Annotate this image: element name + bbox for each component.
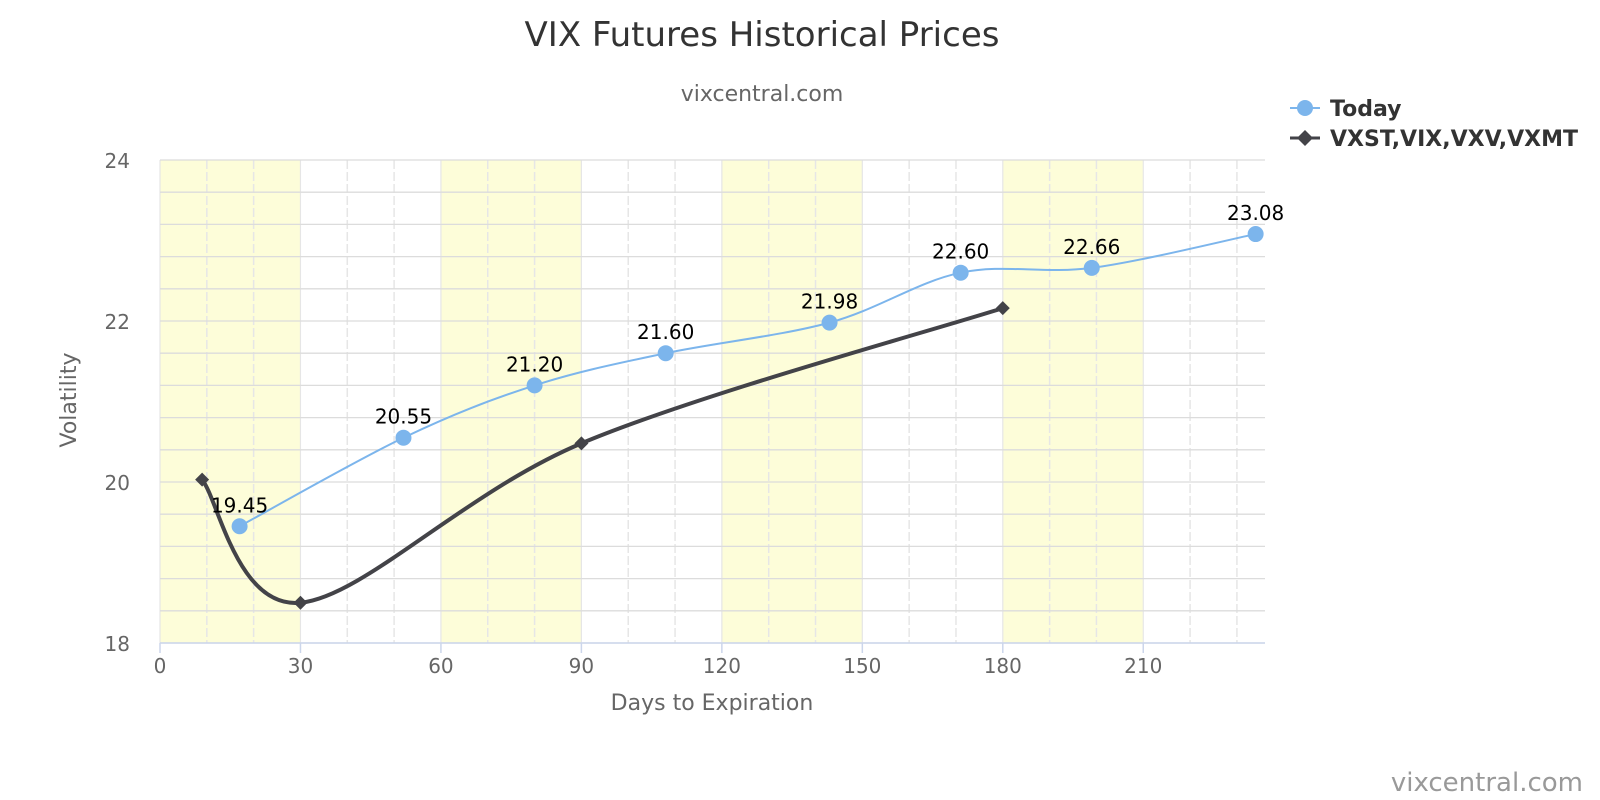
legend: Today VXST,VIX,VXV,VXMT (1290, 97, 1578, 152)
x-tick-label: 120 (703, 654, 741, 678)
data-label: 22.60 (932, 240, 989, 264)
shaded-band-3 (1002, 160, 1144, 643)
legend-item-term-structure[interactable]: VXST,VIX,VXV,VXMT (1290, 127, 1578, 152)
data-point (952, 264, 969, 281)
x-tick-label: 180 (984, 654, 1022, 678)
data-point (995, 301, 1010, 316)
x-tick-label: 30 (288, 654, 313, 678)
x-tick-label: 210 (1124, 654, 1162, 678)
credit-link[interactable]: vixcentral.com (1391, 768, 1583, 798)
data-point (231, 518, 248, 535)
x-axis-title: Days to Expiration (611, 691, 814, 716)
shaded-band-2 (721, 160, 863, 643)
data-point (395, 429, 412, 446)
series-line-1 (200, 306, 1004, 605)
data-label: 21.20 (506, 352, 563, 376)
data-label: 22.66 (1063, 235, 1120, 259)
y-tick-label: 22 (105, 310, 130, 334)
legend-item-today[interactable]: Today (1290, 97, 1401, 122)
data-point (293, 595, 308, 610)
y-tick-label: 24 (105, 149, 130, 173)
y-tick-label: 18 (105, 632, 130, 656)
legend-label-today: Today (1330, 97, 1401, 122)
data-point (195, 472, 210, 487)
y-tick-label: 20 (105, 471, 130, 495)
series-layer (195, 226, 1264, 610)
x-tick-label: 60 (428, 654, 453, 678)
data-labels: 19.45 20.55 21.20 21.60 21.98 22.60 22.66 23.08 (211, 201, 1284, 517)
data-label: 19.45 (211, 493, 268, 517)
data-point (1083, 259, 1100, 276)
data-point (574, 436, 589, 451)
chart-title: VIX Futures Historical Prices (525, 15, 1000, 55)
data-label: 21.98 (801, 290, 858, 314)
legend-label-term-structure: VXST,VIX,VXV,VXMT (1330, 127, 1578, 152)
data-point (657, 345, 674, 362)
axes: 0 30 60 90 120 150 180 210 18 20 22 24 (105, 149, 1265, 678)
x-tick-label: 90 (569, 654, 594, 678)
circle-marker-icon (1297, 100, 1313, 116)
data-label: 21.60 (637, 320, 694, 344)
data-point (1247, 226, 1264, 243)
data-point (821, 314, 838, 331)
shaded-band-1 (440, 160, 582, 643)
data-label: 20.55 (375, 405, 432, 429)
data-label: 23.08 (1227, 201, 1284, 225)
x-tick-label: 150 (843, 654, 881, 678)
y-axis-title: Volatility (57, 352, 82, 447)
chart-subtitle: vixcentral.com (681, 82, 844, 107)
diamond-marker-icon (1297, 130, 1313, 146)
data-point (526, 377, 543, 394)
x-tick-label: 0 (154, 654, 167, 678)
shaded-band-0 (160, 160, 301, 643)
shaded-bands (160, 160, 1144, 643)
